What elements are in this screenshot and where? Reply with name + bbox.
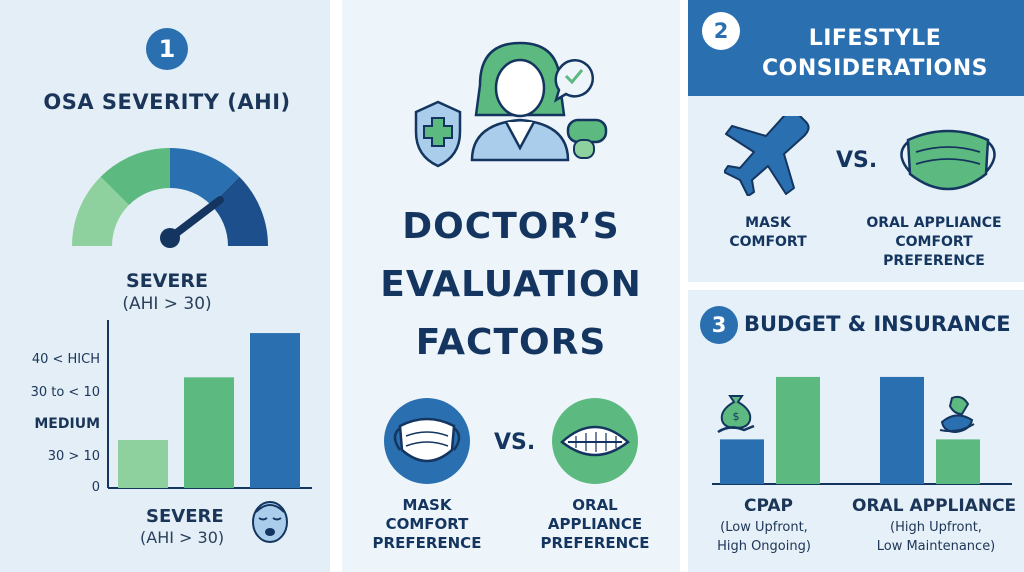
face-mask-icon — [900, 129, 996, 191]
step-number-2: 2 — [702, 12, 740, 50]
oral-appliance-icon — [552, 398, 638, 484]
bottom-severity-sublabel: (AHI > 30) — [140, 528, 225, 547]
doctor-icon — [414, 41, 608, 168]
severity-bar — [184, 377, 234, 488]
y-tick-label: 30 to < 10 — [30, 385, 100, 400]
caption-line: COMFORT — [895, 234, 973, 250]
divider — [680, 0, 688, 572]
oral-appliance-label: ORAL APPLIANCE — [852, 496, 1017, 516]
caption-line: COMFORT — [729, 234, 807, 250]
severity-gauge — [72, 148, 268, 248]
y-tick-label: 40 < HICH — [31, 352, 100, 367]
gauge-severity-label: SEVERE — [126, 270, 208, 292]
cost-bar — [936, 439, 980, 484]
mask-caption: MASK COMFORT PREFERENCE — [372, 496, 482, 553]
title-line: CONSIDERATIONS — [762, 56, 988, 81]
severity-bar — [250, 333, 300, 488]
gauge-segment-mild — [72, 176, 129, 246]
caption-line: ORAL APPLIANCE — [866, 215, 1002, 231]
lifestyle-title: LIFESTYLE CONSIDERATIONS — [740, 24, 1010, 84]
osa-severity-title: OSA SEVERITY (AHI) — [43, 90, 291, 114]
cost-bar — [880, 376, 924, 484]
gauge-segment-high — [170, 148, 240, 205]
center-title-line-3: FACTORS — [415, 322, 607, 363]
sub-line: (Low Upfront, — [720, 520, 808, 535]
sub-line: Low Maintenance) — [876, 539, 996, 554]
y-tick-label: MEDIUM — [34, 416, 100, 432]
y-tick-label: 0 — [91, 480, 100, 495]
step-number-3: 3 — [700, 306, 738, 344]
gauge-hub — [160, 228, 180, 248]
oral-appliance-caption: ORAL APPLIANCE PREFERENCE — [540, 496, 650, 553]
caption-line: ORAL — [572, 496, 618, 514]
mask-icon — [384, 398, 470, 484]
cost-bar — [776, 376, 820, 484]
vs-label: VS. — [836, 148, 878, 173]
gauge-segment-severe — [211, 176, 268, 246]
sub-line: (High Upfront, — [890, 520, 982, 535]
oral-appliance-comfort-caption: ORAL APPLIANCE COMFORT PREFERENCE — [854, 214, 1014, 271]
money-bag-hand-icon: $ — [717, 395, 755, 434]
divider — [688, 282, 1024, 290]
svg-text:$: $ — [733, 410, 740, 423]
vs-label: VS. — [494, 430, 536, 455]
bottom-severity-label: SEVERE — [146, 506, 224, 527]
airplane-icon — [724, 116, 810, 196]
budget-title: BUDGET & INSURANCE — [744, 312, 1011, 336]
tired-face-icon — [252, 501, 288, 543]
caption-line: MASK — [402, 496, 452, 514]
divider — [334, 0, 342, 572]
mask-comfort-caption: MASK COMFORT — [712, 214, 824, 252]
medical-cross-icon — [423, 117, 453, 147]
sub-line: High Ongoing) — [717, 539, 811, 554]
caption-line: COMFORT — [385, 515, 469, 533]
caption-line: PREFERENCE — [372, 534, 482, 552]
severity-bar — [118, 440, 168, 488]
caption-line: MASK — [745, 215, 791, 231]
title-line: LIFESTYLE — [808, 26, 942, 51]
cpap-label: CPAP — [744, 496, 793, 516]
caption-line: APPLIANCE — [547, 515, 643, 533]
lifestyle-header — [688, 0, 1024, 96]
cpap-sublabel: (Low Upfront, High Ongoing) — [704, 518, 824, 556]
severity-bar-chart — [107, 320, 312, 489]
caption-line: PREFERENCE — [540, 534, 650, 552]
cost-bar — [720, 439, 764, 484]
caption-line: PREFERENCE — [883, 253, 985, 269]
gauge-needle — [166, 196, 224, 242]
oral-appliance-small-icon — [566, 118, 608, 144]
center-title-line-2: EVALUATION — [380, 264, 642, 305]
cost-bar-chart — [712, 376, 1012, 485]
step-number-1: 1 — [146, 28, 188, 70]
doctor-face — [494, 58, 546, 118]
oral-appliance-sublabel: (High Upfront, Low Maintenance) — [856, 518, 1016, 556]
y-tick-label: 30 > 10 — [47, 449, 100, 464]
gauge-severity-sublabel: (AHI > 30) — [122, 294, 212, 314]
center-title-line-1: DOCTOR’S — [402, 206, 620, 247]
gauge-segment-moderate — [100, 148, 170, 205]
hand-oral-appliance-icon — [939, 395, 975, 434]
